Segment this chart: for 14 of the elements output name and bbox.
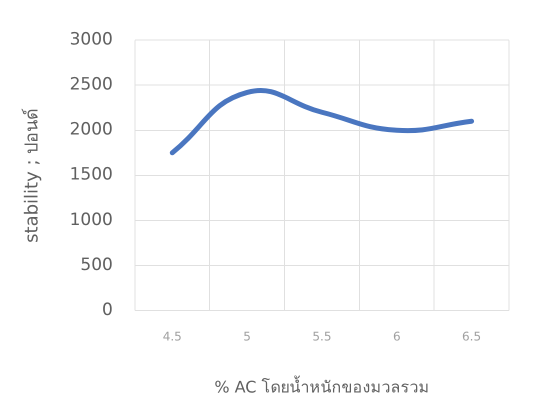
x-tick-label: 5.5 xyxy=(312,330,332,344)
y-tick-label: 3000 xyxy=(70,30,113,50)
x-axis-title: % AC โดยน้ำหนักของมวลรวม xyxy=(214,376,430,397)
x-tick-label: 4.5 xyxy=(162,330,182,344)
y-tick-label: 0 xyxy=(102,300,113,320)
y-tick-label: 2500 xyxy=(70,74,113,95)
y-tick-label: 1000 xyxy=(70,210,113,230)
x-tick-label: 6.5 xyxy=(462,330,482,344)
y-tick-label: 1500 xyxy=(70,164,113,185)
x-tick-label: 5 xyxy=(243,330,251,344)
y-tick-label: 500 xyxy=(80,254,113,275)
y-axis-title: stability ; ปอนด์ xyxy=(21,108,42,243)
y-tick-label: 2000 xyxy=(70,120,113,140)
x-tick-label: 6 xyxy=(392,330,401,344)
